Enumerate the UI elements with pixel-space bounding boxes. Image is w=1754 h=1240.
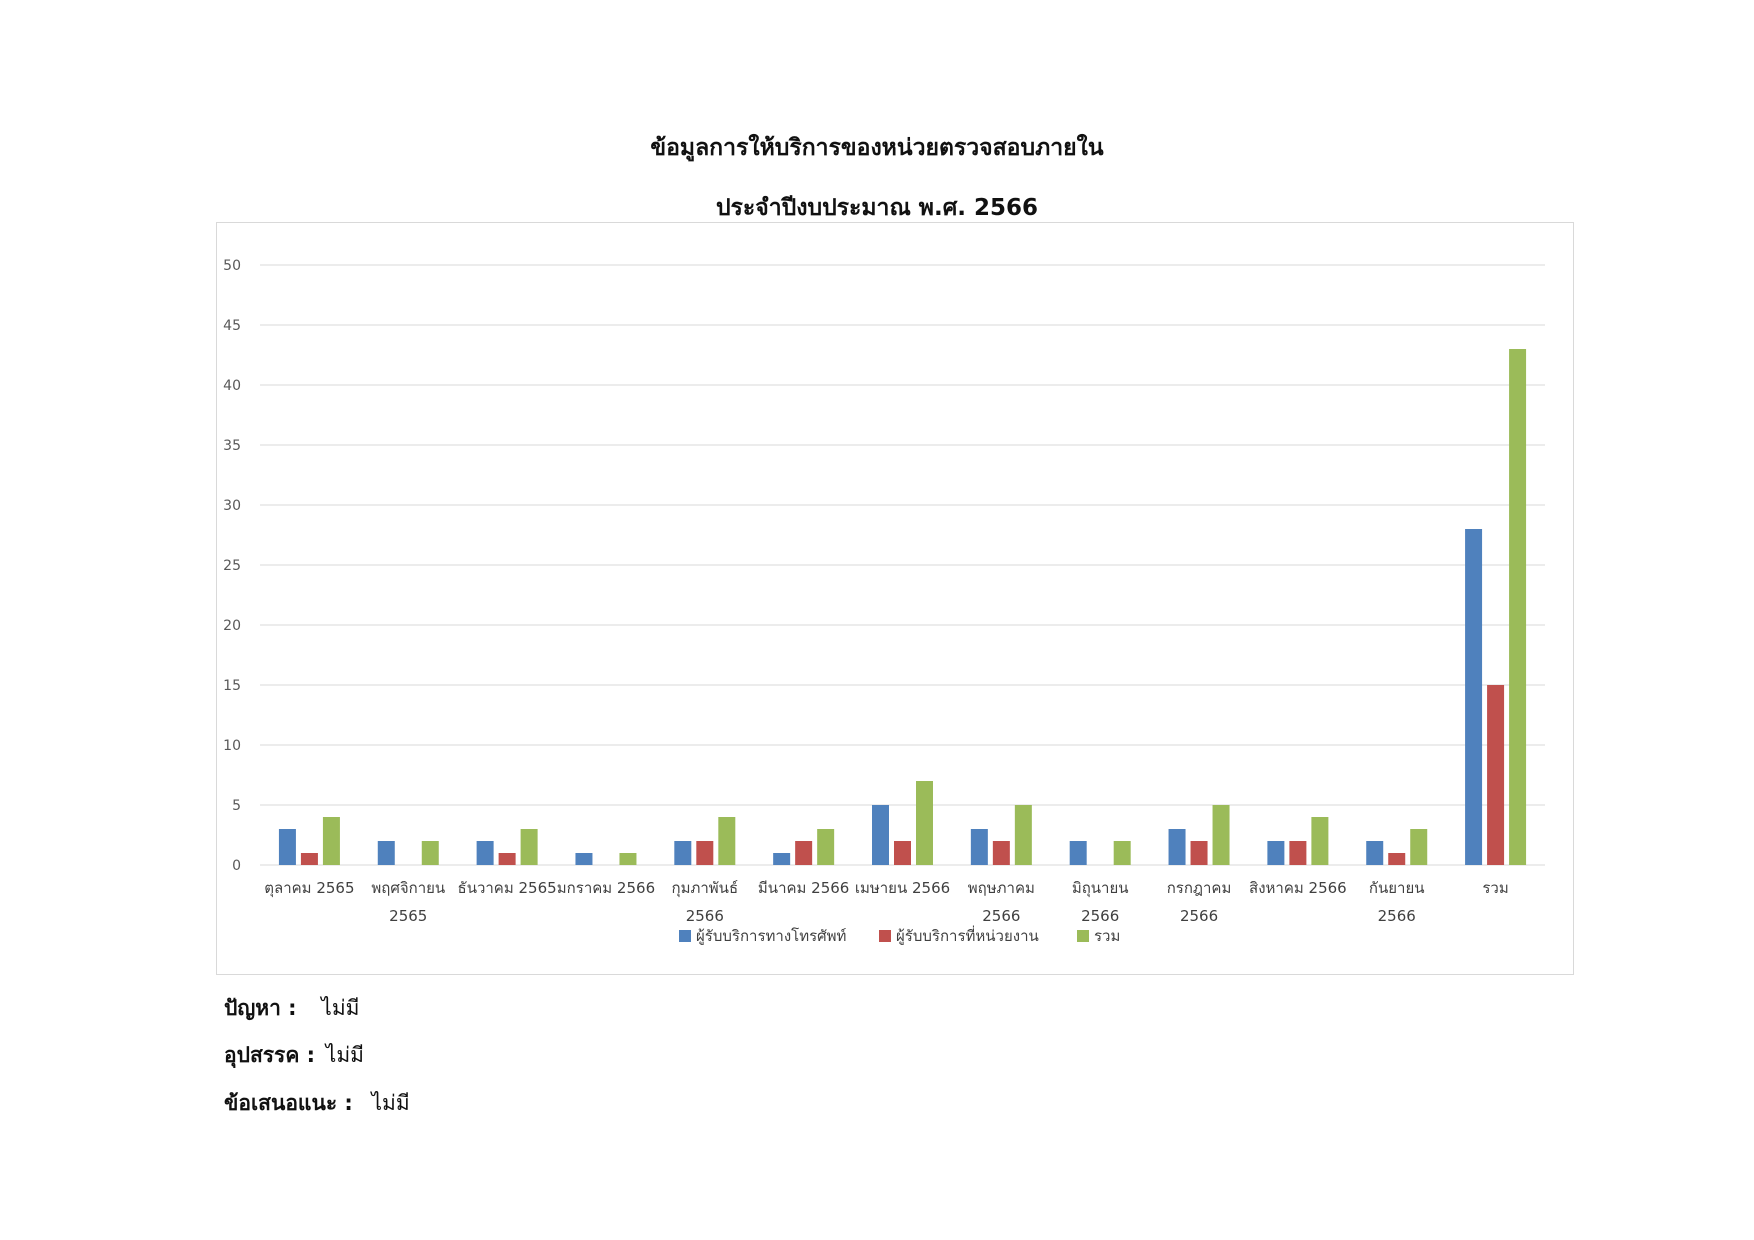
bar-chart: 0 5 10 15 20 25 30 35 40 45 50 ตุลาคม 2565 พฤศจิกายน… — [223, 258, 1545, 945]
y-tick-label: 25 — [223, 558, 241, 574]
problem-line: ปัญหา : ไม่มี — [224, 992, 360, 1025]
legend-swatch — [879, 930, 891, 942]
bar-1 — [1267, 841, 1285, 865]
x-tick-label: สิงหาคม 2566 — [1249, 879, 1347, 897]
bar-1 — [872, 805, 889, 865]
bar-1 — [1069, 841, 1087, 865]
bar-2 — [300, 853, 318, 865]
bar-2 — [1190, 841, 1208, 865]
obstacle-label: อุปสรรค : — [224, 1043, 316, 1067]
legend-label: รวม — [1094, 927, 1120, 945]
bar-2 — [1388, 853, 1406, 865]
chart-title-line-1: ข้อมูลการให้บริการของหน่วยตรวจสอบภายใน — [650, 135, 1104, 161]
bar-3 — [421, 841, 439, 865]
x-tick-label: มีนาคม 2566 — [758, 879, 849, 897]
suggestion-value: ไม่มี — [371, 1091, 410, 1115]
y-tick-label: 45 — [223, 318, 241, 334]
legend-swatch — [679, 930, 691, 942]
obstacle-line: อุปสรรค : ไม่มี — [224, 1039, 364, 1072]
x-tick-label: ธันวาคม 2565 — [458, 879, 557, 897]
y-tick-label: 30 — [223, 498, 241, 514]
bar-1 — [773, 853, 791, 865]
obstacle-value: ไม่มี — [325, 1043, 365, 1067]
x-tick-label: 2566 — [1180, 907, 1218, 925]
y-tick-label: 5 — [232, 798, 241, 814]
bar-1 — [970, 829, 988, 865]
chart-title-line-2: ประจำปีงบประมาณ พ.ศ. 2566 — [715, 195, 1039, 221]
y-tick-label: 35 — [223, 438, 241, 454]
suggestion-label: ข้อเสนอแนะ : — [224, 1091, 353, 1115]
y-tick-label: 20 — [223, 618, 241, 634]
x-tick-label: ตุลาคม 2565 — [264, 879, 354, 898]
problem-value: ไม่มี — [321, 996, 360, 1020]
bar-1 — [1366, 841, 1384, 865]
y-tick-label: 15 — [223, 678, 241, 694]
bar-2 — [992, 841, 1010, 865]
bar-1 — [476, 841, 494, 865]
bar-3 — [1410, 829, 1428, 865]
bar-3 — [322, 817, 340, 865]
x-tick-label: พฤษภาคม — [968, 879, 1035, 897]
bar-1 — [278, 829, 296, 865]
y-tick-label: 0 — [232, 858, 241, 874]
x-tick-label: 2566 — [982, 907, 1020, 925]
y-tick-label: 40 — [223, 378, 241, 394]
x-tick-label: 2566 — [686, 907, 724, 925]
bar-2 — [894, 841, 911, 865]
bar-3 — [1311, 817, 1329, 865]
bar-3 — [1212, 805, 1230, 865]
x-tick-label: กันยายน — [1369, 879, 1425, 897]
bar-1 — [1465, 529, 1483, 865]
x-tick-label: มิถุนายน — [1072, 879, 1129, 898]
y-tick-label: 10 — [223, 738, 241, 754]
x-tick-label: กุมภาพันธ์ — [672, 879, 739, 898]
suggestion-line: ข้อเสนอแนะ : ไม่มี — [224, 1087, 410, 1120]
problem-label: ปัญหา : — [224, 996, 297, 1020]
legend-label: ผู้รับบริการที่หน่วยงาน — [896, 925, 1039, 945]
bar-1 — [674, 841, 692, 865]
bar-2 — [1289, 841, 1307, 865]
bar-3 — [1509, 349, 1527, 865]
x-tick-label: รวม — [1482, 879, 1508, 897]
x-tick-label: 2566 — [1378, 907, 1416, 925]
bar-3 — [619, 853, 637, 865]
chart-area: 0 5 10 15 20 25 30 35 40 45 50 ตุลาคม 2565 พฤศจิกายน… — [216, 222, 1574, 975]
bar-3 — [1014, 805, 1032, 865]
bar-1 — [377, 841, 395, 865]
bar-1 — [575, 853, 593, 865]
bar-3 — [1113, 841, 1131, 865]
legend-label: ผู้รับบริการทางโทรศัพท์ — [696, 927, 846, 945]
x-tick-label: พฤศจิกายน — [371, 879, 445, 897]
bar-3 — [520, 829, 538, 865]
x-tick-label: กรกฎาคม — [1167, 879, 1232, 897]
bar-2 — [795, 841, 813, 865]
bar-2 — [696, 841, 714, 865]
x-tick-label: เมษายน 2566 — [855, 879, 950, 897]
bar-2 — [498, 853, 516, 865]
bar-3 — [718, 817, 736, 865]
legend-swatch — [1077, 930, 1089, 942]
bar-3 — [817, 829, 835, 865]
bar-2 — [1487, 685, 1505, 865]
bar-1 — [1168, 829, 1186, 865]
x-tick-label: 2566 — [1081, 907, 1119, 925]
x-tick-label: มกราคม 2566 — [557, 879, 655, 897]
x-tick-label: 2565 — [389, 907, 427, 925]
y-tick-label: 50 — [223, 258, 241, 274]
bar-3 — [916, 781, 933, 865]
